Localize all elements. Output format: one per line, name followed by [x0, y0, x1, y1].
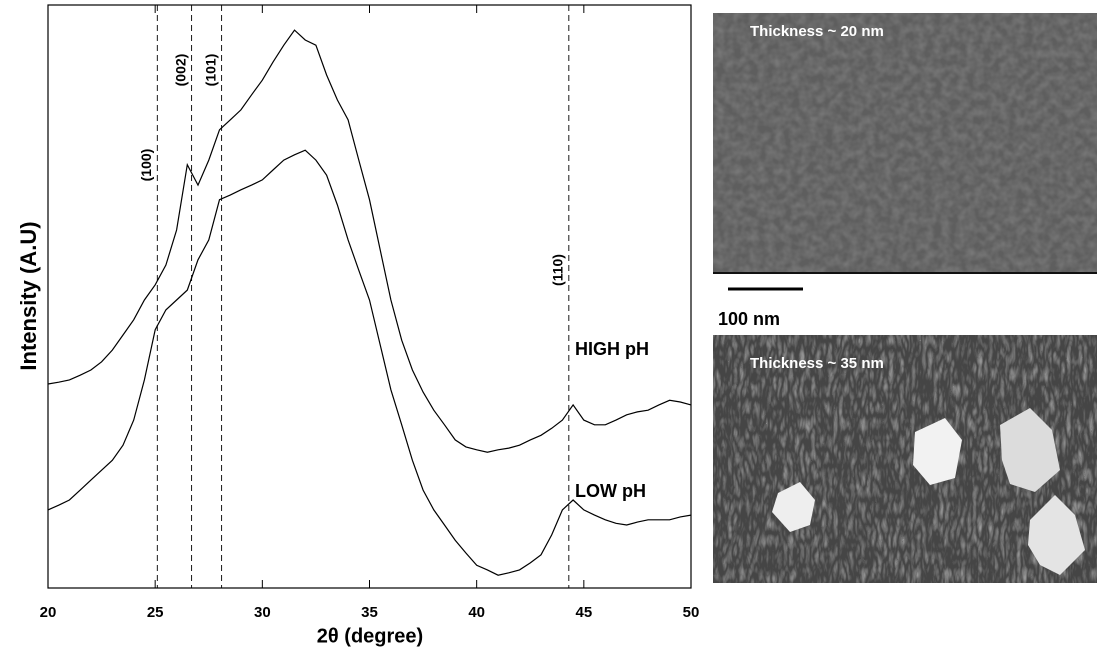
particle	[1028, 495, 1085, 575]
peak-label: (101)	[202, 54, 218, 87]
peak-label: (110)	[550, 254, 566, 286]
particle	[772, 482, 815, 532]
sem-panels: Thickness ~ 20 nm 100 nm Thickness ~ 35 …	[713, 13, 1097, 583]
particle	[1000, 408, 1060, 492]
series-label: HIGH pH	[575, 339, 649, 359]
particle	[913, 418, 962, 485]
x-tick-label: 20	[40, 604, 57, 621]
x-tick-label: 35	[361, 604, 378, 621]
series-line	[47, 149, 692, 576]
x-axis-label: 2θ (degree)	[317, 625, 423, 647]
y-axis-label: Intensity (A.U)	[16, 221, 41, 370]
x-tick-label: 40	[468, 604, 485, 621]
peak-label: (100)	[138, 149, 154, 182]
sem-texture	[713, 13, 1097, 273]
x-tick-label: 30	[254, 604, 271, 621]
image-caption: Thickness ~ 20 nm	[750, 23, 884, 40]
x-tick-label: 50	[683, 604, 700, 621]
x-tick-label: 45	[575, 604, 592, 621]
image-caption: Thickness ~ 35 nm	[750, 355, 884, 372]
peak-label: (002)	[172, 54, 188, 87]
x-tick-label: 25	[147, 604, 164, 621]
scale-bar-label: 100 nm	[718, 309, 780, 329]
xrd-plot: Intensity (A.U) 2θ (degree) HIGH pH LOW …	[16, 4, 700, 647]
series-label: LOW pH	[575, 481, 646, 501]
series-line	[47, 29, 692, 453]
